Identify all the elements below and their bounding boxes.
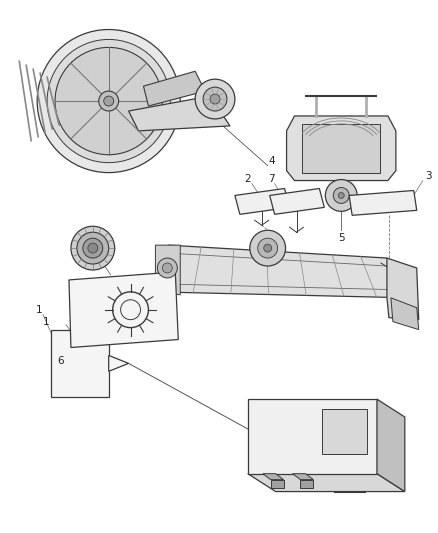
Polygon shape bbox=[349, 190, 417, 215]
Text: 1: 1 bbox=[36, 305, 42, 314]
Polygon shape bbox=[248, 474, 405, 491]
Polygon shape bbox=[271, 480, 283, 488]
Polygon shape bbox=[129, 96, 230, 131]
Circle shape bbox=[264, 244, 272, 252]
Polygon shape bbox=[51, 329, 109, 397]
Polygon shape bbox=[293, 474, 314, 480]
Polygon shape bbox=[155, 245, 180, 295]
Circle shape bbox=[83, 238, 103, 258]
Circle shape bbox=[250, 230, 286, 266]
Polygon shape bbox=[322, 409, 367, 454]
Circle shape bbox=[55, 47, 162, 155]
Circle shape bbox=[77, 232, 109, 264]
Circle shape bbox=[47, 39, 170, 163]
Circle shape bbox=[258, 238, 278, 258]
Polygon shape bbox=[263, 474, 283, 480]
Circle shape bbox=[157, 258, 177, 278]
Polygon shape bbox=[270, 189, 324, 214]
Polygon shape bbox=[109, 356, 129, 372]
Text: 7: 7 bbox=[268, 174, 275, 183]
Text: 5: 5 bbox=[338, 233, 345, 243]
Polygon shape bbox=[248, 399, 377, 474]
Circle shape bbox=[37, 29, 180, 173]
Circle shape bbox=[203, 87, 227, 111]
Circle shape bbox=[338, 192, 344, 198]
Circle shape bbox=[210, 94, 220, 104]
Text: 1: 1 bbox=[43, 317, 49, 327]
Text: 3: 3 bbox=[425, 171, 432, 181]
Polygon shape bbox=[377, 399, 405, 491]
Circle shape bbox=[104, 96, 114, 106]
Circle shape bbox=[162, 263, 172, 273]
Text: 6: 6 bbox=[58, 357, 64, 366]
Circle shape bbox=[99, 91, 119, 111]
Polygon shape bbox=[300, 480, 314, 488]
Polygon shape bbox=[286, 116, 396, 181]
Circle shape bbox=[71, 226, 115, 270]
Polygon shape bbox=[144, 71, 205, 106]
Polygon shape bbox=[387, 258, 419, 320]
Circle shape bbox=[88, 243, 98, 253]
Polygon shape bbox=[69, 272, 178, 348]
Polygon shape bbox=[303, 124, 380, 173]
Circle shape bbox=[333, 188, 349, 204]
Polygon shape bbox=[235, 189, 290, 214]
Circle shape bbox=[325, 180, 357, 212]
Polygon shape bbox=[391, 298, 419, 329]
Text: 4: 4 bbox=[268, 156, 275, 166]
Polygon shape bbox=[155, 245, 407, 298]
Circle shape bbox=[195, 79, 235, 119]
Text: 2: 2 bbox=[244, 174, 251, 183]
